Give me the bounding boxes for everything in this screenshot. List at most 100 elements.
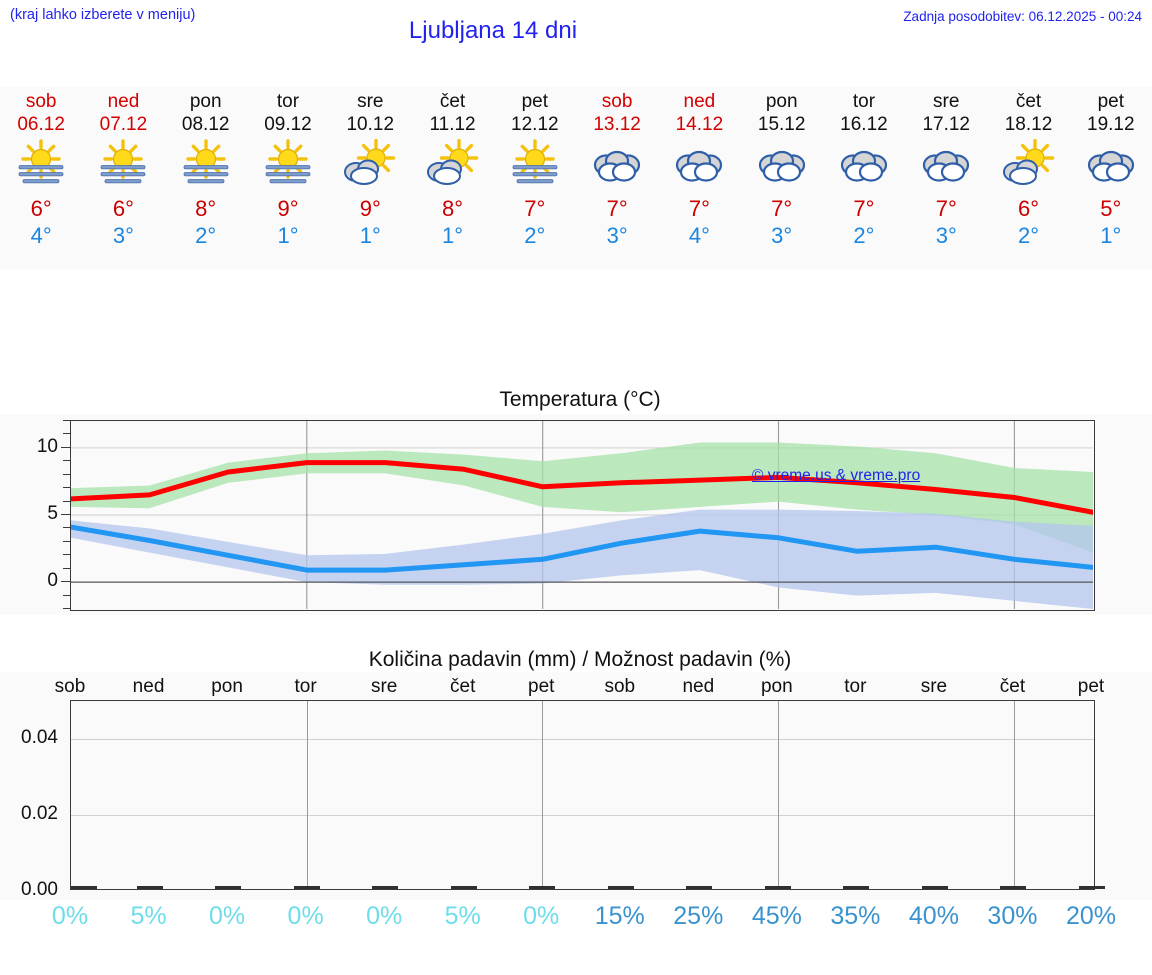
precipitation-probability-label: 35%: [830, 902, 881, 930]
partly-cloudy-icon: [997, 139, 1061, 189]
day-column[interactable]: sre 17.12 7° 3°: [905, 87, 987, 269]
precipitation-bar: [215, 886, 242, 889]
precipitation-day-label: tor: [844, 676, 867, 697]
day-column[interactable]: sob 13.12 7° 3°: [576, 87, 658, 269]
day-column[interactable]: ned 07.12 6° 3°: [82, 87, 164, 269]
precipitation-bar: [71, 886, 97, 889]
cloudy-icon: [1079, 139, 1143, 189]
day-max-temp: 7°: [524, 196, 546, 221]
day-date-label: 15.12: [757, 114, 806, 135]
location-menu-hint[interactable]: (kraj lahko izberete v meniju): [10, 7, 196, 23]
day-min-temp: 3°: [771, 223, 793, 248]
precipitation-day-label: pon: [211, 676, 243, 697]
day-column[interactable]: pon 08.12 8° 2°: [165, 87, 247, 269]
temperature-axis-tick: [63, 594, 70, 596]
precipitation-bar: [136, 886, 163, 889]
precipitation-probability-label: 5%: [130, 902, 167, 930]
precipitation-day-label: pon: [760, 676, 793, 697]
copyright-link[interactable]: © vreme.us & vreme.pro: [752, 467, 921, 484]
day-date-label: 10.12: [346, 114, 395, 135]
precipitation-day-label: ned: [682, 676, 715, 697]
precipitation-bar: [921, 886, 948, 889]
day-min-temp: 2°: [853, 223, 875, 248]
precipitation-bar: [1079, 886, 1105, 889]
precipitation-probability-label: 45%: [751, 902, 802, 930]
temperature-axis-tick: [63, 500, 70, 502]
day-column[interactable]: sre 10.12 9° 1°: [329, 87, 411, 269]
sun-fog-icon: [91, 139, 155, 189]
temperature-axis-tick: [61, 514, 70, 515]
day-column[interactable]: ned 14.12 7° 4°: [658, 87, 740, 269]
precipitation-probability-label: 0%: [287, 902, 324, 930]
last-update-label: Zadnja posodobitev: 06.12.2025 - 00:24: [903, 9, 1142, 24]
precipitation-day-label: sre: [920, 676, 948, 697]
day-of-week-label: tor: [852, 91, 876, 112]
day-max-temp: 6°: [112, 196, 134, 221]
temperature-axis-tick: [63, 527, 70, 529]
day-column[interactable]: čet 11.12 8° 1°: [411, 87, 493, 269]
day-of-week-label: pon: [765, 91, 798, 112]
precipitation-day-label: čet: [450, 676, 476, 697]
precipitation-day-label: čet: [999, 676, 1026, 697]
daily-forecast-strip: sob 06.12 6° 4° ned 07.12 6° 3° pon 08.12 8° 2° t…: [0, 87, 1152, 269]
day-min-temp: 1°: [359, 223, 381, 248]
day-column[interactable]: tor 09.12 9° 1°: [247, 87, 329, 269]
day-date-label: 06.12: [17, 114, 65, 135]
day-min-temp: 4°: [688, 223, 710, 248]
cloudy-icon: [832, 139, 896, 189]
temperature-axis-tick: [63, 540, 70, 542]
temperature-axis-tick: [61, 446, 70, 448]
day-column[interactable]: pet 12.12 7° 2°: [494, 87, 576, 269]
day-date-label: 11.12: [429, 114, 476, 135]
day-column[interactable]: pet 19.12 5° 1°: [1070, 87, 1152, 269]
day-of-week-label: pet: [521, 91, 549, 112]
precipitation-day-label: sre: [370, 676, 398, 697]
day-min-temp: 2°: [1017, 223, 1040, 248]
day-max-temp: 6°: [1017, 196, 1040, 221]
day-column[interactable]: pon 15.12 7° 3°: [741, 87, 823, 269]
temperature-axis-tick: [63, 608, 70, 609]
temperature-axis-tick: [63, 420, 70, 421]
day-min-temp: 1°: [442, 223, 464, 248]
precipitation-probability-label: 20%: [1065, 902, 1117, 930]
temperature-axis-tick: [63, 473, 70, 475]
precipitation-probability-label: 0%: [523, 902, 560, 930]
precipitation-day-label: ned: [132, 676, 165, 697]
precipitation-gridline: [777, 701, 779, 889]
day-min-temp: 2°: [524, 223, 546, 248]
precipitation-day-label: sob: [54, 676, 86, 697]
day-column[interactable]: tor 16.12 7° 2°: [823, 87, 905, 269]
precipitation-bar: [293, 886, 320, 889]
day-of-week-label: pon: [189, 91, 222, 112]
day-min-temp: 3°: [112, 223, 134, 248]
precipitation-day-label: pet: [528, 676, 555, 697]
precipitation-probability-label: 0%: [51, 902, 89, 930]
day-of-week-label: pet: [1097, 91, 1124, 112]
day-min-temp: 3°: [935, 223, 957, 248]
cloudy-icon: [750, 139, 814, 189]
day-of-week-label: ned: [683, 91, 716, 112]
precipitation-probability-label: 25%: [673, 902, 724, 930]
precipitation-bar: [607, 886, 634, 889]
precipitation-bar: [450, 886, 477, 889]
day-date-label: 18.12: [1004, 114, 1053, 135]
day-date-label: 08.12: [181, 114, 230, 135]
day-max-temp: 7°: [688, 196, 710, 221]
day-max-temp: 7°: [935, 196, 957, 221]
partly-cloudy-icon: [421, 139, 485, 189]
day-max-temp: 6°: [30, 196, 52, 221]
day-max-temp: 8°: [442, 196, 464, 221]
day-column[interactable]: čet 18.12 6° 2°: [987, 87, 1069, 269]
day-of-week-label: ned: [107, 91, 140, 112]
temperature-axis-tick: [63, 433, 70, 435]
day-max-temp: 7°: [771, 196, 793, 221]
day-max-temp: 7°: [853, 196, 875, 221]
temperature-axis-tick: [61, 581, 70, 583]
day-of-week-label: čet: [439, 91, 466, 112]
temperature-y-tick-label: 0: [47, 570, 58, 592]
temperature-y-tick-label: 5: [47, 503, 58, 524]
precipitation-y-tick-label: 0.04: [21, 727, 58, 748]
sun-fog-icon: [503, 139, 567, 189]
day-column[interactable]: sob 06.12 6° 4°: [0, 87, 82, 269]
